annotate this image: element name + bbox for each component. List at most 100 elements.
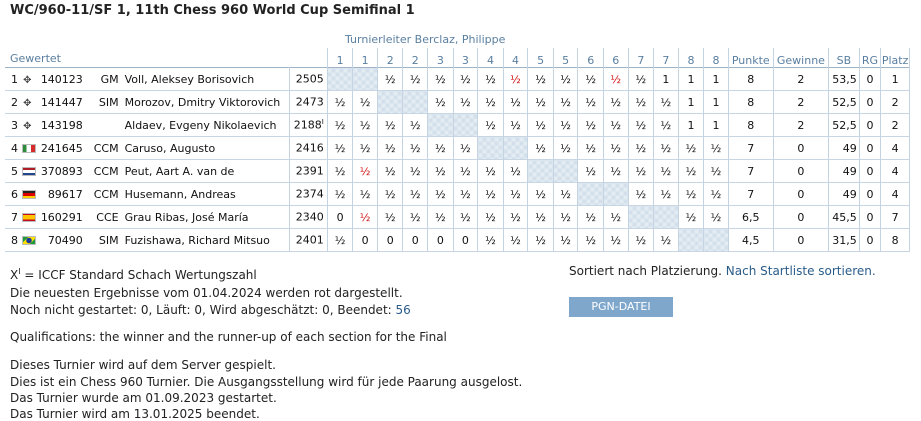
- game-result[interactable]: ½: [653, 182, 679, 206]
- player-id[interactable]: 241645: [40, 141, 83, 155]
- game-result[interactable]: ½: [577, 205, 604, 229]
- sort-by-start-list-link[interactable]: Nach Startliste sortieren.: [725, 264, 876, 278]
- game-result[interactable]: ½: [402, 182, 429, 206]
- game-result[interactable]: ½: [352, 90, 378, 114]
- game-result[interactable]: ½: [628, 90, 655, 114]
- player-id[interactable]: 70490: [47, 233, 83, 247]
- game-result[interactable]: ½: [427, 136, 454, 160]
- game-result[interactable]: ½: [603, 205, 629, 229]
- tournament-director[interactable]: Turnierleiter Berclaz, Philippe: [345, 33, 506, 46]
- game-result[interactable]: ½: [327, 90, 354, 114]
- game-result[interactable]: ½: [553, 136, 579, 160]
- game-result[interactable]: 0: [377, 228, 404, 252]
- game-result[interactable]: ½: [653, 228, 679, 252]
- game-result[interactable]: ½: [703, 136, 729, 160]
- game-result[interactable]: ½: [453, 90, 479, 114]
- game-result[interactable]: 0: [327, 205, 354, 229]
- game-result[interactable]: ½: [503, 182, 529, 206]
- game-result[interactable]: ½: [377, 136, 404, 160]
- game-result[interactable]: 1: [678, 113, 705, 137]
- game-result[interactable]: ½: [427, 159, 454, 183]
- game-result[interactable]: ½: [577, 90, 604, 114]
- game-result[interactable]: ½: [527, 136, 554, 160]
- game-result[interactable]: ½: [628, 159, 655, 183]
- game-result[interactable]: 0: [352, 228, 378, 252]
- game-result[interactable]: ½: [603, 159, 629, 183]
- game-result[interactable]: ½: [603, 228, 629, 252]
- game-result[interactable]: ½: [377, 67, 404, 91]
- game-result[interactable]: ½: [402, 67, 429, 91]
- game-result[interactable]: ½: [427, 205, 454, 229]
- game-result[interactable]: 0: [453, 228, 479, 252]
- game-result[interactable]: 1: [703, 113, 729, 137]
- game-result[interactable]: ½: [477, 182, 504, 206]
- game-result[interactable]: ½: [352, 136, 378, 160]
- game-result[interactable]: ½: [628, 182, 655, 206]
- game-result[interactable]: ½: [402, 136, 429, 160]
- game-result[interactable]: ½: [427, 67, 454, 91]
- game-result[interactable]: ½: [327, 136, 354, 160]
- game-result[interactable]: ½: [628, 136, 655, 160]
- player-name[interactable]: Husemann, Andreas: [121, 182, 290, 206]
- game-result[interactable]: 0: [427, 228, 454, 252]
- game-result[interactable]: ½: [477, 205, 504, 229]
- game-result[interactable]: 1: [678, 90, 705, 114]
- game-result[interactable]: ½: [327, 159, 354, 183]
- game-result[interactable]: ½: [628, 67, 655, 91]
- game-result[interactable]: ½: [603, 113, 629, 137]
- game-result[interactable]: ½: [527, 182, 554, 206]
- game-result[interactable]: ½: [477, 228, 504, 252]
- game-result[interactable]: ½: [553, 113, 579, 137]
- game-result[interactable]: ½: [477, 113, 504, 137]
- game-result[interactable]: ½: [527, 113, 554, 137]
- game-result[interactable]: ½: [703, 205, 729, 229]
- game-result[interactable]: ½: [678, 182, 705, 206]
- player-name[interactable]: Aldaev, Evgeny Nikolaevich: [121, 113, 290, 137]
- game-result[interactable]: ½: [577, 67, 604, 91]
- player-id[interactable]: 370893: [40, 164, 83, 178]
- game-result[interactable]: ½: [327, 228, 354, 252]
- pgn-download-button[interactable]: PGN-DATEI: [569, 297, 673, 317]
- game-result[interactable]: ½: [377, 182, 404, 206]
- player-name[interactable]: Grau Ribas, José María: [121, 205, 290, 229]
- game-result[interactable]: ½: [352, 205, 378, 229]
- game-result[interactable]: 1: [653, 67, 679, 91]
- completed-games-link[interactable]: 56: [395, 303, 411, 317]
- player-id[interactable]: 140123: [40, 72, 83, 86]
- game-result[interactable]: ½: [477, 67, 504, 91]
- game-result[interactable]: ½: [453, 205, 479, 229]
- game-result[interactable]: ½: [327, 182, 354, 206]
- game-result[interactable]: ½: [352, 159, 378, 183]
- game-result[interactable]: ½: [427, 182, 454, 206]
- player-name[interactable]: Peut, Aart A. van de: [121, 159, 290, 183]
- game-result[interactable]: ½: [553, 228, 579, 252]
- game-result[interactable]: 0: [402, 228, 429, 252]
- game-result[interactable]: ½: [553, 205, 579, 229]
- game-result[interactable]: ½: [427, 90, 454, 114]
- game-result[interactable]: ½: [503, 113, 529, 137]
- game-result[interactable]: ½: [653, 113, 679, 137]
- game-result[interactable]: ½: [503, 205, 529, 229]
- game-result[interactable]: 1: [703, 90, 729, 114]
- game-result[interactable]: ½: [503, 159, 529, 183]
- game-result[interactable]: ½: [653, 159, 679, 183]
- player-id[interactable]: 143198: [40, 118, 83, 132]
- game-result[interactable]: ½: [553, 67, 579, 91]
- game-result[interactable]: ½: [503, 90, 529, 114]
- game-result[interactable]: ½: [402, 159, 429, 183]
- game-result[interactable]: ½: [703, 182, 729, 206]
- game-result[interactable]: ½: [352, 182, 378, 206]
- game-result[interactable]: ½: [653, 136, 679, 160]
- game-result[interactable]: ½: [377, 205, 404, 229]
- game-result[interactable]: ½: [527, 67, 554, 91]
- game-result[interactable]: ½: [603, 67, 629, 91]
- game-result[interactable]: ½: [577, 113, 604, 137]
- player-name[interactable]: Morozov, Dmitry Viktorovich: [121, 90, 290, 114]
- game-result[interactable]: ½: [503, 67, 529, 91]
- game-result[interactable]: ½: [628, 113, 655, 137]
- game-result[interactable]: ½: [352, 113, 378, 137]
- game-result[interactable]: ½: [577, 228, 604, 252]
- game-result[interactable]: ½: [678, 159, 705, 183]
- player-name[interactable]: Caruso, Augusto: [121, 136, 290, 160]
- game-result[interactable]: ½: [653, 90, 679, 114]
